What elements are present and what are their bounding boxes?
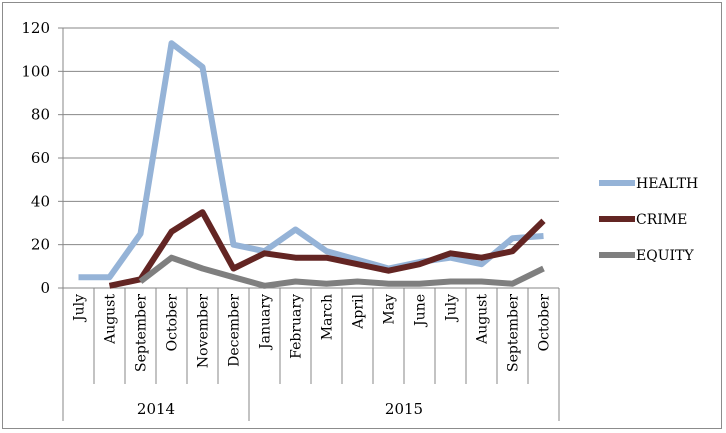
x-tick-label: September (134, 294, 150, 372)
x-group-label: 2015 (385, 400, 423, 418)
x-tick-label: February (289, 294, 305, 359)
x-tick-label: November (196, 294, 212, 368)
legend-label: EQUITY (636, 248, 694, 264)
x-tick-label: January (258, 294, 274, 351)
x-tick-label: July (444, 294, 460, 323)
legend-label: HEALTH (636, 176, 698, 192)
line-chart: 0 20 40 60 80 100 120 July August September Octob… (21, 19, 698, 421)
x-tick-label: March (320, 294, 336, 340)
x-group-label: 2014 (137, 400, 175, 418)
y-tick-label: 60 (31, 149, 50, 167)
series-line-health (78, 40, 544, 281)
y-tick-label: 20 (31, 236, 50, 254)
chart-frame: 0 20 40 60 80 100 120 July August September Octob… (2, 2, 722, 429)
y-tick-label: 0 (40, 279, 50, 297)
x-tick-label: July (72, 294, 88, 323)
x-tick-label: August (103, 294, 119, 345)
x-tick-label: June (413, 294, 429, 328)
x-tick-label: December (227, 294, 243, 367)
x-tick-label: May (382, 294, 398, 325)
series-line-crime (108, 209, 546, 289)
y-tick-label: 40 (31, 192, 50, 210)
x-tick-label: August (475, 294, 491, 345)
x-tick-label: October (165, 294, 181, 352)
y-tick-label: 80 (31, 106, 50, 124)
series-line-equity (138, 254, 545, 289)
y-tick-label: 100 (21, 62, 50, 80)
y-tick-label: 120 (21, 19, 50, 37)
legend-label: CRIME (636, 212, 687, 228)
x-tick-label: April (351, 293, 367, 329)
x-tick-label: October (537, 294, 553, 352)
x-tick-label: September (506, 294, 522, 372)
